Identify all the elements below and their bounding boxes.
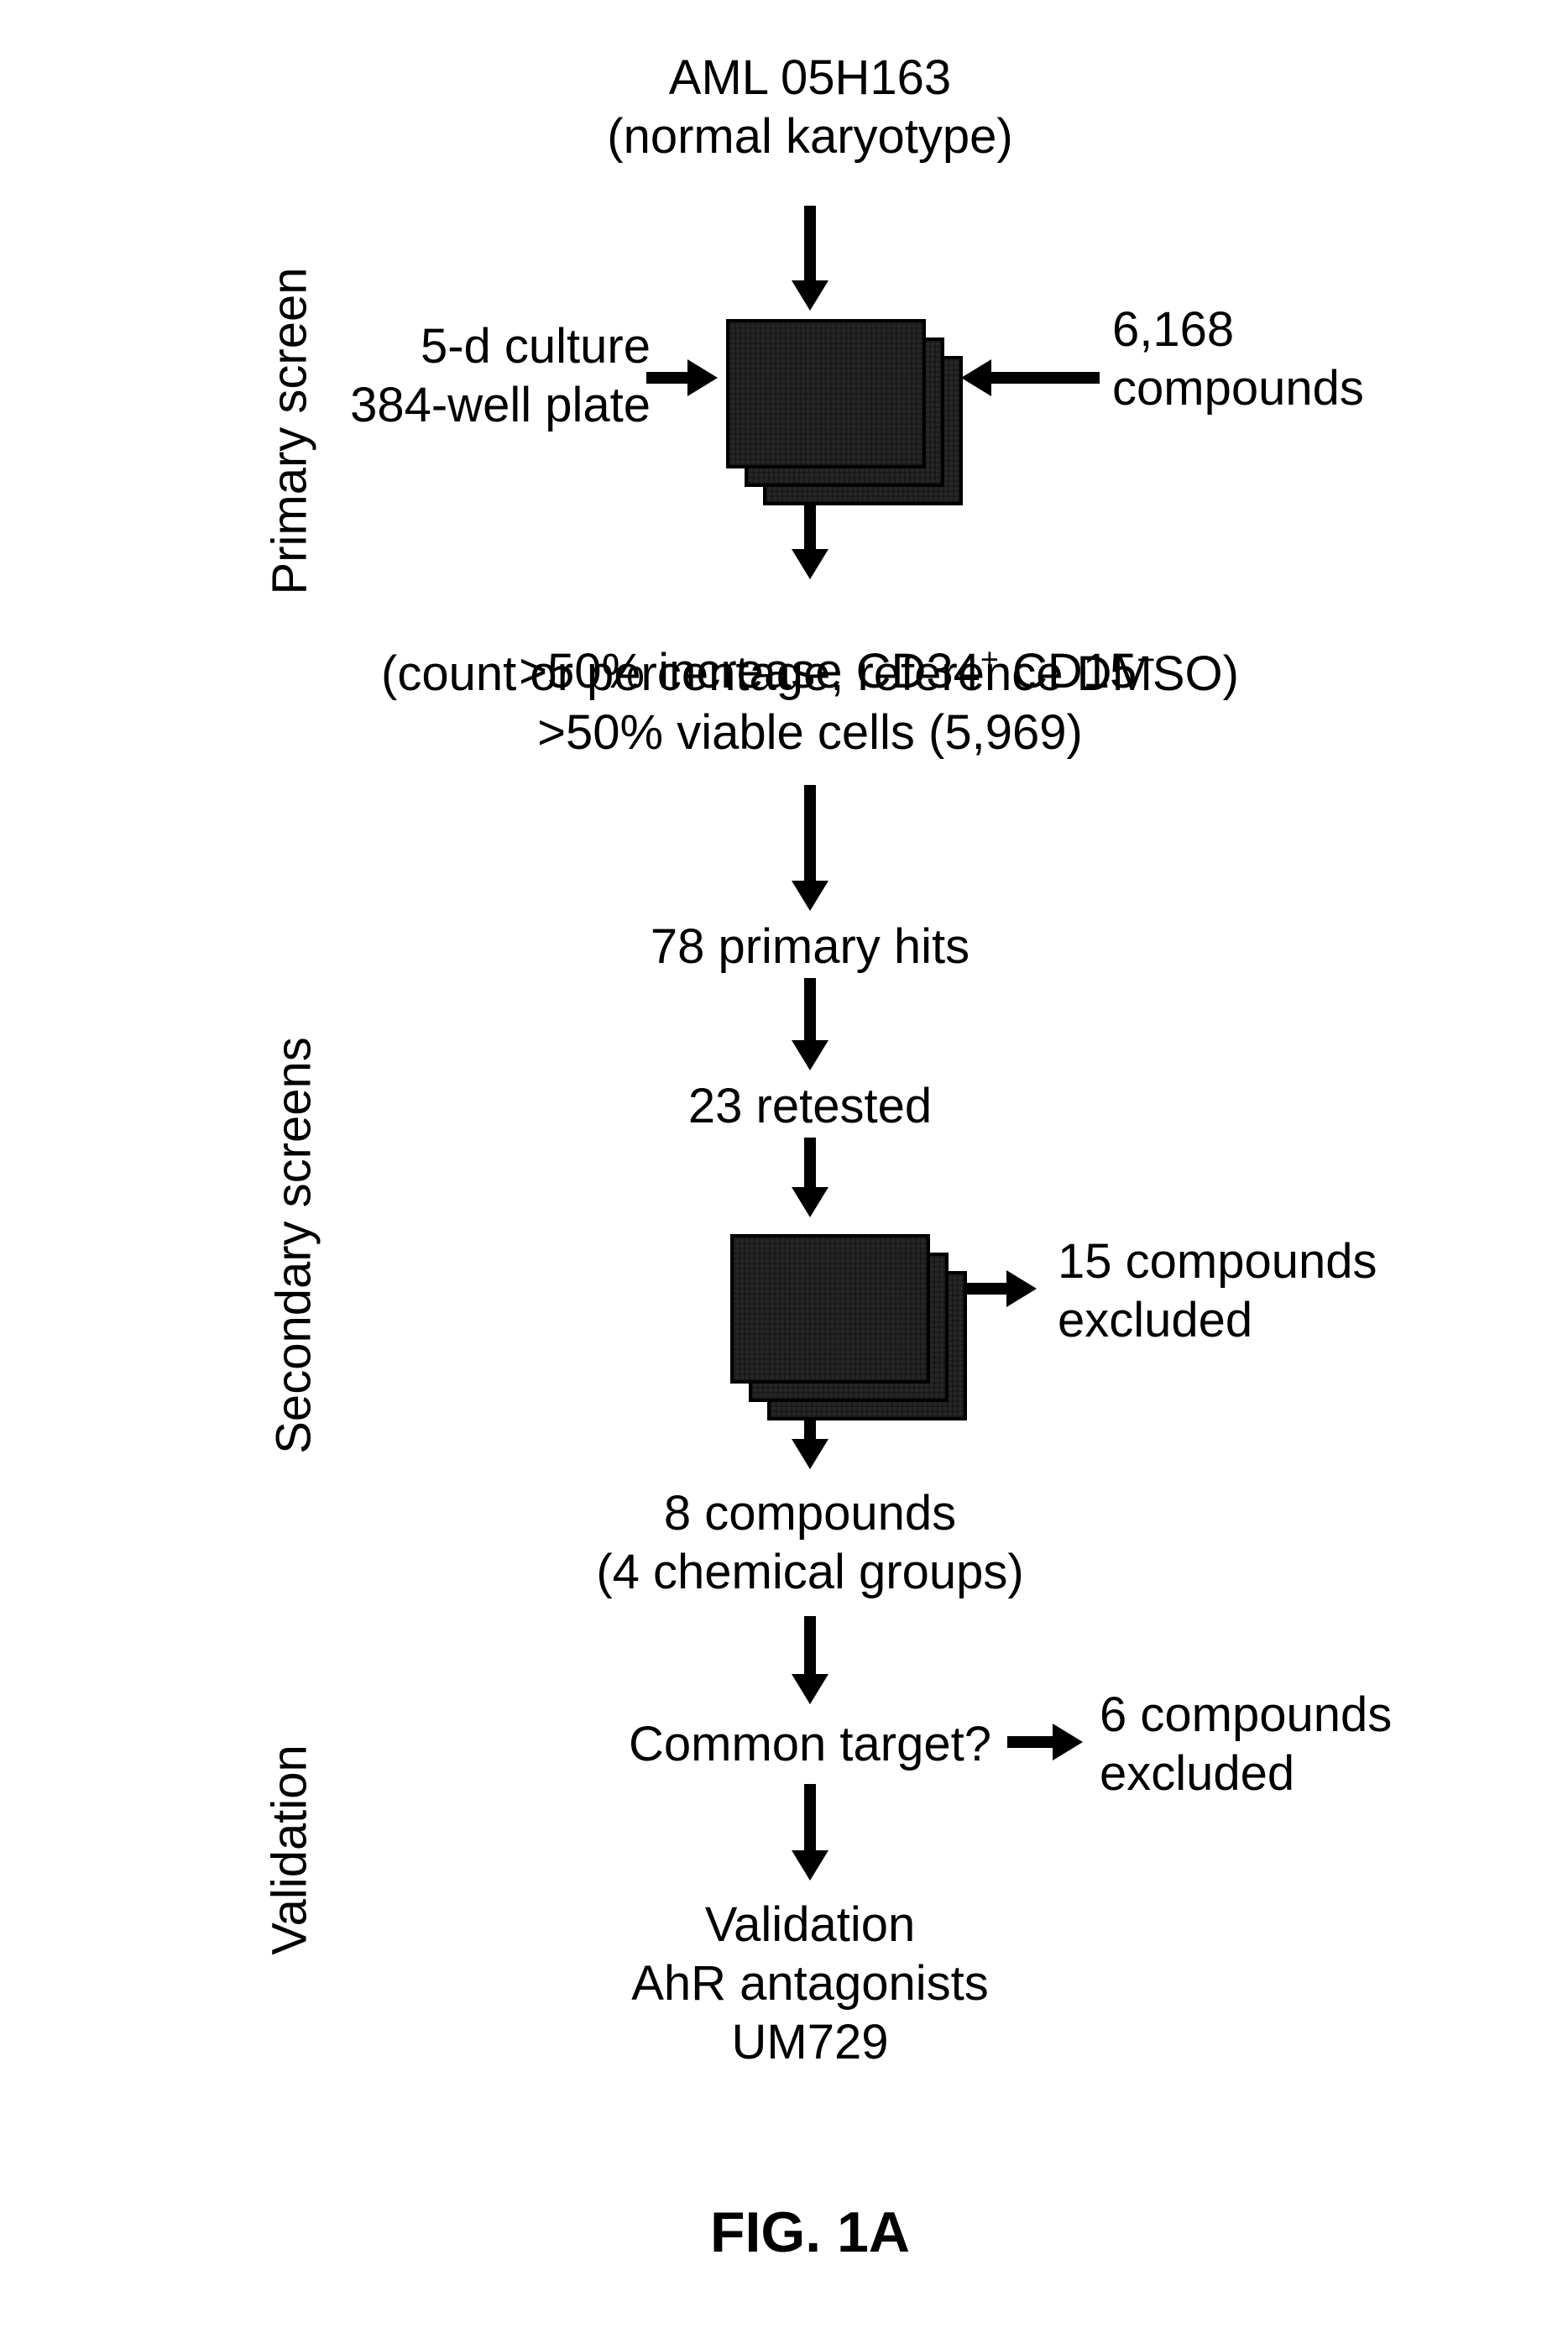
section-label-secondary: Secondary screens xyxy=(266,994,322,1498)
criteria-line2: (count or percentage, reference DMSO) xyxy=(264,646,1356,703)
validation-excluded-line2: excluded xyxy=(1100,1746,1294,1802)
validation-final-line3: UM729 xyxy=(558,2015,1062,2071)
secondary-hits: 78 primary hits xyxy=(558,919,1062,976)
primary-left-line1: 5-d culture xyxy=(357,319,651,375)
a3-head xyxy=(792,881,828,911)
primary-left-line2: 384-well plate xyxy=(315,378,651,434)
primary-right-line2: compounds xyxy=(1112,361,1364,417)
a5-head xyxy=(792,1187,828,1217)
a-left-head xyxy=(687,359,718,396)
a1-head xyxy=(792,280,828,311)
a6-head xyxy=(792,1439,828,1469)
a-right-head xyxy=(961,359,991,396)
secondary-result-line2: (4 chemical groups) xyxy=(516,1545,1104,1601)
a7-head xyxy=(792,1674,828,1704)
plate-sec-layer-0 xyxy=(730,1234,930,1384)
validation-q: Common target? xyxy=(558,1717,1062,1773)
section-label-validation: Validation xyxy=(262,1712,318,1989)
header-line1: AML 05H163 xyxy=(558,50,1062,107)
validation-final-line1: Validation xyxy=(558,1897,1062,1954)
a-sec-right-head xyxy=(1006,1270,1037,1307)
a2-head xyxy=(792,549,828,579)
figure-1a: AML 05H163 (normal karyotype) Primary sc… xyxy=(0,0,1568,2349)
validation-excluded-line1: 6 compounds xyxy=(1100,1687,1392,1744)
criteria-line3: >50% viable cells (5,969) xyxy=(306,705,1314,761)
validation-final-line2: AhR antagonists xyxy=(558,1956,1062,2012)
secondary-retested: 23 retested xyxy=(558,1079,1062,1135)
a4-head xyxy=(792,1040,828,1070)
header-line2: (normal karyotype) xyxy=(558,109,1062,165)
secondary-excluded-line1: 15 compounds xyxy=(1058,1234,1377,1290)
secondary-excluded-line2: excluded xyxy=(1058,1293,1252,1349)
primary-right-line1: 6,168 xyxy=(1112,302,1234,358)
section-label-primary: Primary screen xyxy=(262,251,318,612)
plate-top-layer-0 xyxy=(726,319,926,468)
secondary-result-line1: 8 compounds xyxy=(558,1486,1062,1542)
a8-head xyxy=(792,1850,828,1881)
figure-label: FIG. 1A xyxy=(558,2200,1062,2265)
